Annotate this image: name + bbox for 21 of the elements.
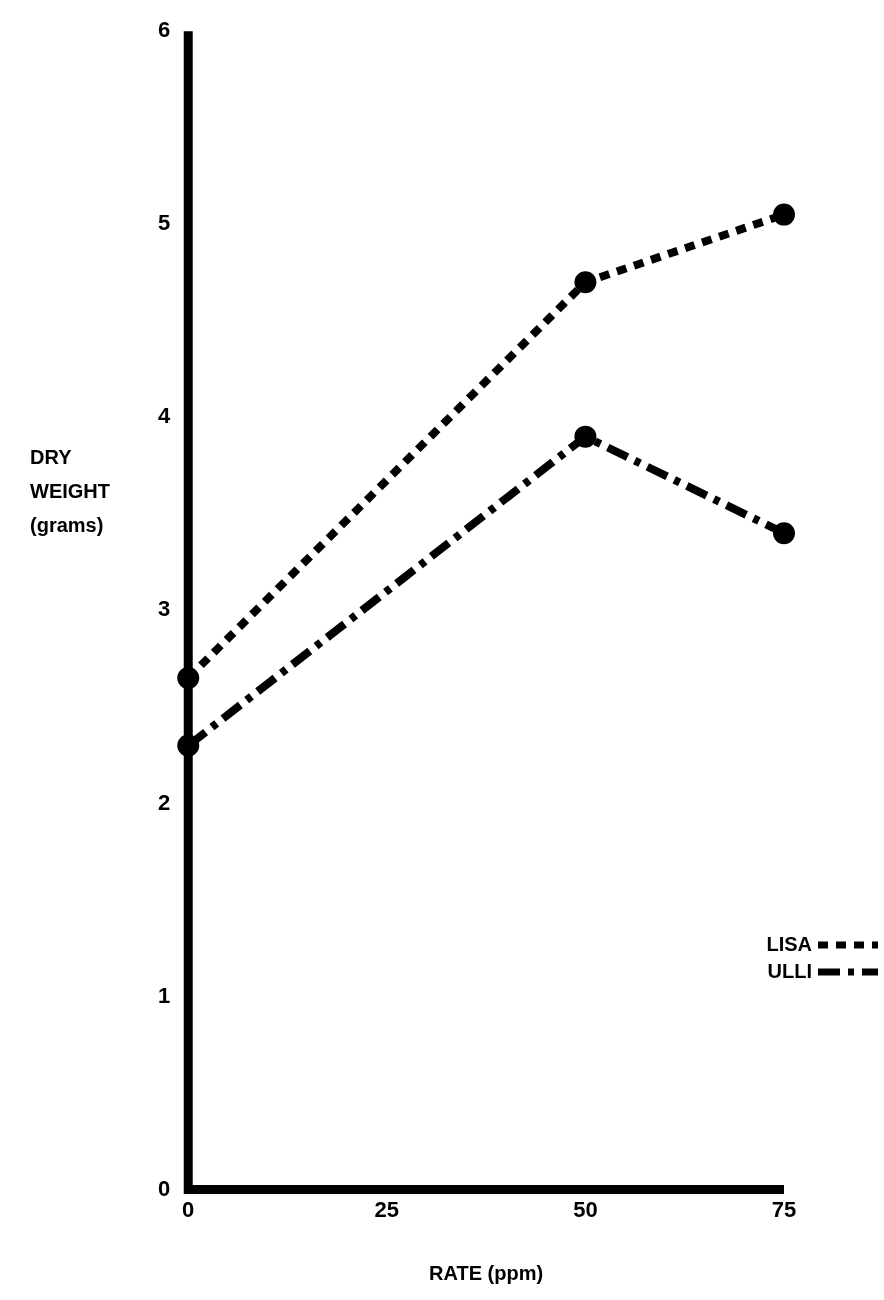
point bbox=[773, 203, 795, 226]
y-tick-label: 5 bbox=[157, 210, 171, 236]
point bbox=[574, 271, 597, 294]
y-tick-label: 3 bbox=[157, 596, 171, 622]
y-tick-label: 2 bbox=[157, 789, 171, 815]
x-axis-title: RATE (ppm) bbox=[429, 1261, 544, 1284]
y-tick-label: 4 bbox=[157, 403, 171, 429]
x-tick-label: 75 bbox=[771, 1196, 797, 1222]
point bbox=[177, 666, 200, 689]
point bbox=[574, 425, 597, 448]
x-tick-label: 25 bbox=[374, 1196, 400, 1222]
y-tick-label: 6 bbox=[157, 17, 171, 43]
point bbox=[773, 522, 795, 545]
y-tick-label: 1 bbox=[157, 982, 171, 1008]
x-tick-label: 0 bbox=[182, 1196, 195, 1222]
point bbox=[177, 734, 200, 757]
legend-label: LISA bbox=[766, 932, 812, 955]
y-axis-title: DRY WEIGHT (grams) bbox=[30, 445, 111, 538]
y-tick-label: 0 bbox=[157, 1175, 171, 1201]
legend-label: ULLI bbox=[767, 959, 812, 982]
x-tick-label: 50 bbox=[573, 1196, 598, 1222]
